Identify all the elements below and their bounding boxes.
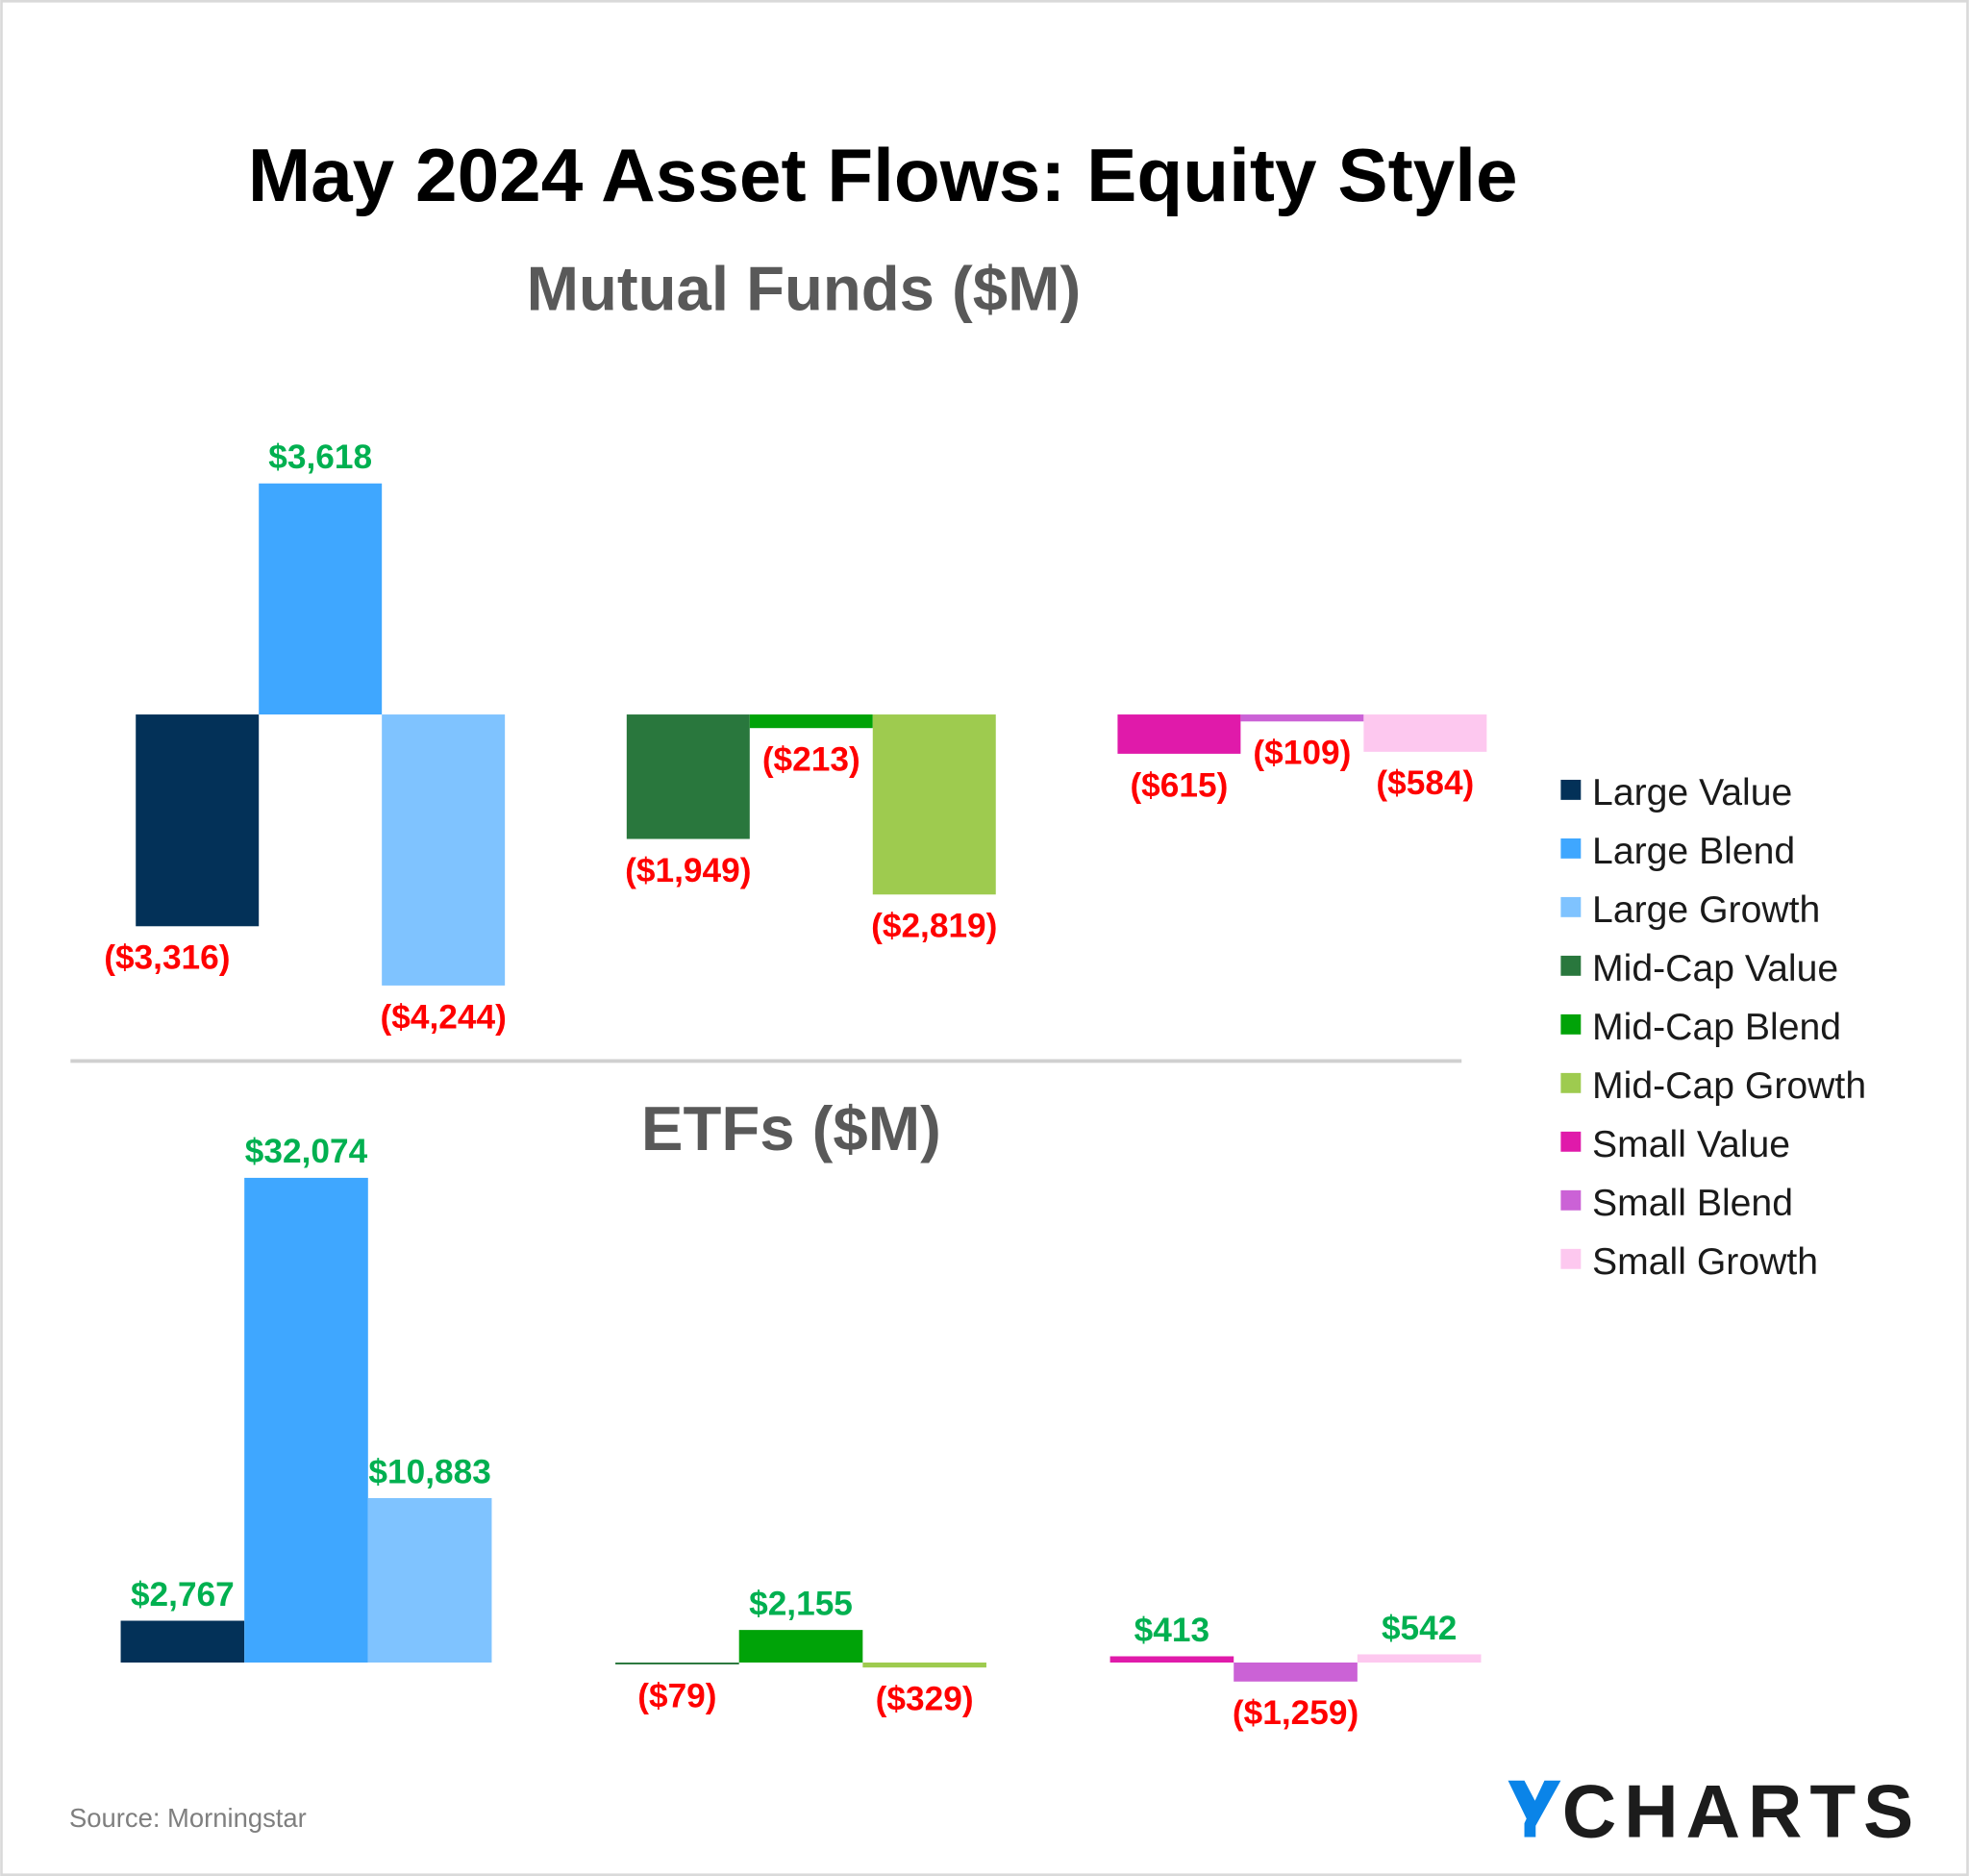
data-label: ($615)	[1130, 766, 1228, 804]
bar-etf-small-value	[1109, 1656, 1234, 1663]
legend-label: Small Value	[1592, 1124, 1790, 1165]
logo-y-mark	[1508, 1780, 1561, 1838]
bar-etf-mid-cap-growth	[862, 1662, 986, 1668]
bar-mf-small-blend	[1240, 714, 1364, 722]
bar-etf-large-value	[120, 1620, 245, 1663]
data-label: ($329)	[876, 1681, 974, 1718]
legend-label: Large Value	[1592, 772, 1792, 813]
bar-etf-small-blend	[1234, 1662, 1358, 1682]
legend-swatch	[1560, 1072, 1582, 1093]
bar-mf-small-growth	[1363, 714, 1487, 752]
data-label: ($1,259)	[1233, 1694, 1358, 1732]
data-label: $2,767	[131, 1576, 235, 1613]
data-label: $2,155	[749, 1585, 853, 1622]
legend-swatch	[1560, 779, 1582, 800]
bar-mf-mid-cap-blend	[749, 714, 873, 729]
data-label: $10,883	[368, 1453, 490, 1490]
legend-label: Small Blend	[1592, 1183, 1793, 1224]
etfs-subtitle: ETFs ($M)	[641, 1093, 941, 1163]
data-label: ($2,819)	[871, 908, 997, 945]
legend: Large Value Large Blend Large Growth Mid-Ca…	[1560, 772, 1866, 1283]
bar-etf-large-blend	[244, 1177, 368, 1663]
legend-swatch	[1560, 838, 1582, 859]
data-label: ($213)	[762, 741, 860, 779]
bar-etf-mid-cap-value	[615, 1662, 739, 1664]
bar-etf-large-growth	[367, 1497, 492, 1663]
bar-mf-mid-cap-value	[626, 714, 750, 839]
data-label: $32,074	[245, 1133, 368, 1170]
data-label: ($1,949)	[625, 852, 751, 889]
data-label: ($4,244)	[381, 998, 507, 1036]
bar-mf-large-value	[136, 714, 260, 927]
data-label: ($3,316)	[104, 939, 230, 977]
legend-swatch	[1560, 1248, 1582, 1269]
bar-mf-mid-cap-growth	[872, 714, 996, 895]
data-label: ($109)	[1253, 735, 1351, 772]
legend-swatch	[1560, 1013, 1582, 1035]
data-label: ($584)	[1376, 764, 1474, 802]
mutual-funds-subtitle: Mutual Funds ($M)	[527, 254, 1082, 324]
legend-label: Mid-Cap Value	[1592, 948, 1838, 989]
legend-label: Mid-Cap Growth	[1592, 1065, 1866, 1107]
legend-label: Large Growth	[1592, 889, 1820, 931]
legend-label: Small Growth	[1592, 1241, 1818, 1283]
bar-mf-large-growth	[382, 714, 506, 986]
data-label: ($79)	[637, 1677, 716, 1714]
legend-label: Large Blend	[1592, 831, 1795, 872]
logo-text: CHARTS	[1562, 1769, 1921, 1854]
legend-swatch	[1560, 1189, 1582, 1211]
legend-swatch	[1560, 955, 1582, 976]
bar-mf-large-blend	[259, 483, 383, 715]
legend-swatch	[1560, 896, 1582, 917]
legend-swatch	[1560, 1131, 1582, 1152]
bar-etf-mid-cap-blend	[738, 1630, 863, 1663]
legend-label: Mid-Cap Blend	[1592, 1007, 1841, 1048]
bar-etf-small-growth	[1357, 1654, 1482, 1663]
data-label: $413	[1134, 1612, 1209, 1649]
ycharts-logo: CHARTS	[1508, 1769, 1921, 1854]
data-label: $3,618	[268, 438, 372, 476]
data-label: $542	[1382, 1610, 1457, 1647]
bar-mf-small-value	[1117, 714, 1241, 754]
source-note: Source: Morningstar	[69, 1803, 307, 1833]
bars-layer: ($3,316) $3,618 ($4,244) ($1,949) ($213) ($2,…	[104, 438, 1487, 1732]
chart-title: May 2024 Asset Flows: Equity Style	[248, 133, 1518, 217]
